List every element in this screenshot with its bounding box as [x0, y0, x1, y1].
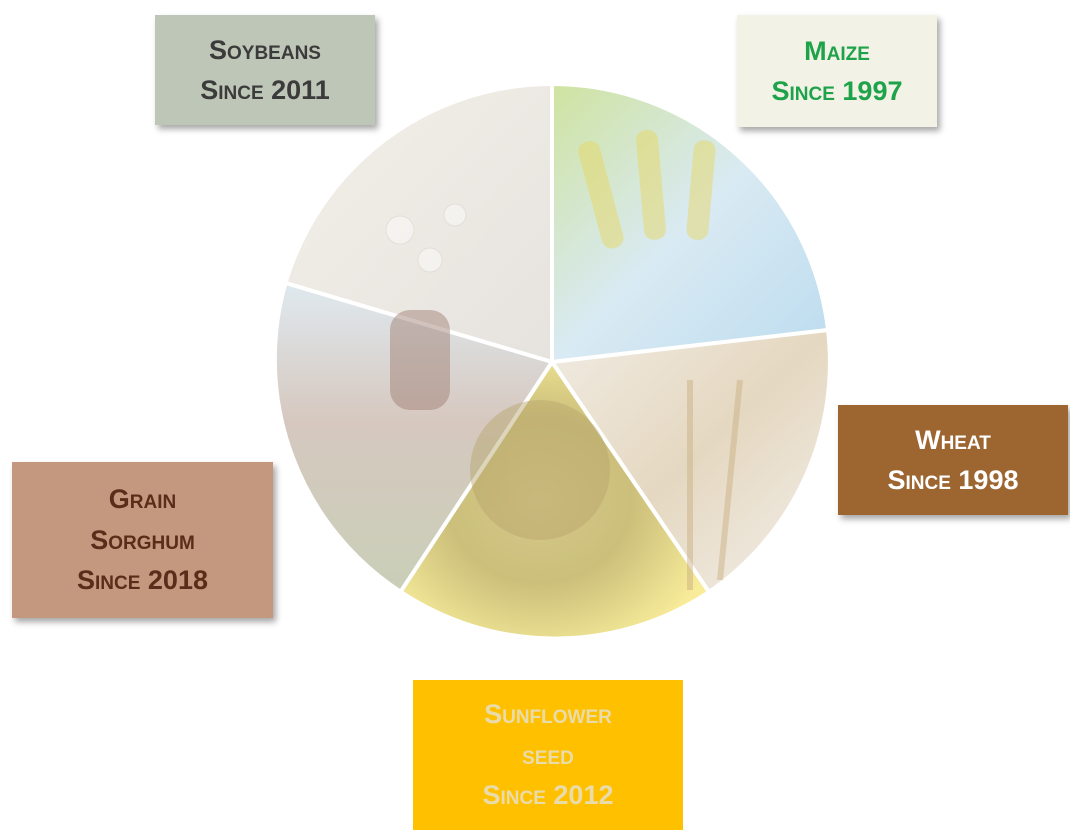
box-label: Grain [109, 479, 176, 520]
box-label: Since 2012 [483, 775, 614, 816]
box-label: Since 1997 [772, 71, 903, 112]
box-label: Since 2011 [200, 70, 329, 111]
box-label: Since 2018 [77, 560, 208, 601]
box-label: Wheat [915, 420, 991, 461]
box-label: Sorghum [90, 520, 195, 561]
wheel-slices [275, 84, 830, 639]
box-label: Soybeans [209, 30, 321, 71]
box-label: Sunflower [484, 694, 612, 735]
box-label: Maize [804, 31, 870, 72]
page: SoybeansSince 2011 MaizeSince 1997 Wheat… [0, 0, 1070, 830]
box-label: seed [522, 735, 574, 776]
box-label: Since 1998 [888, 460, 1019, 501]
